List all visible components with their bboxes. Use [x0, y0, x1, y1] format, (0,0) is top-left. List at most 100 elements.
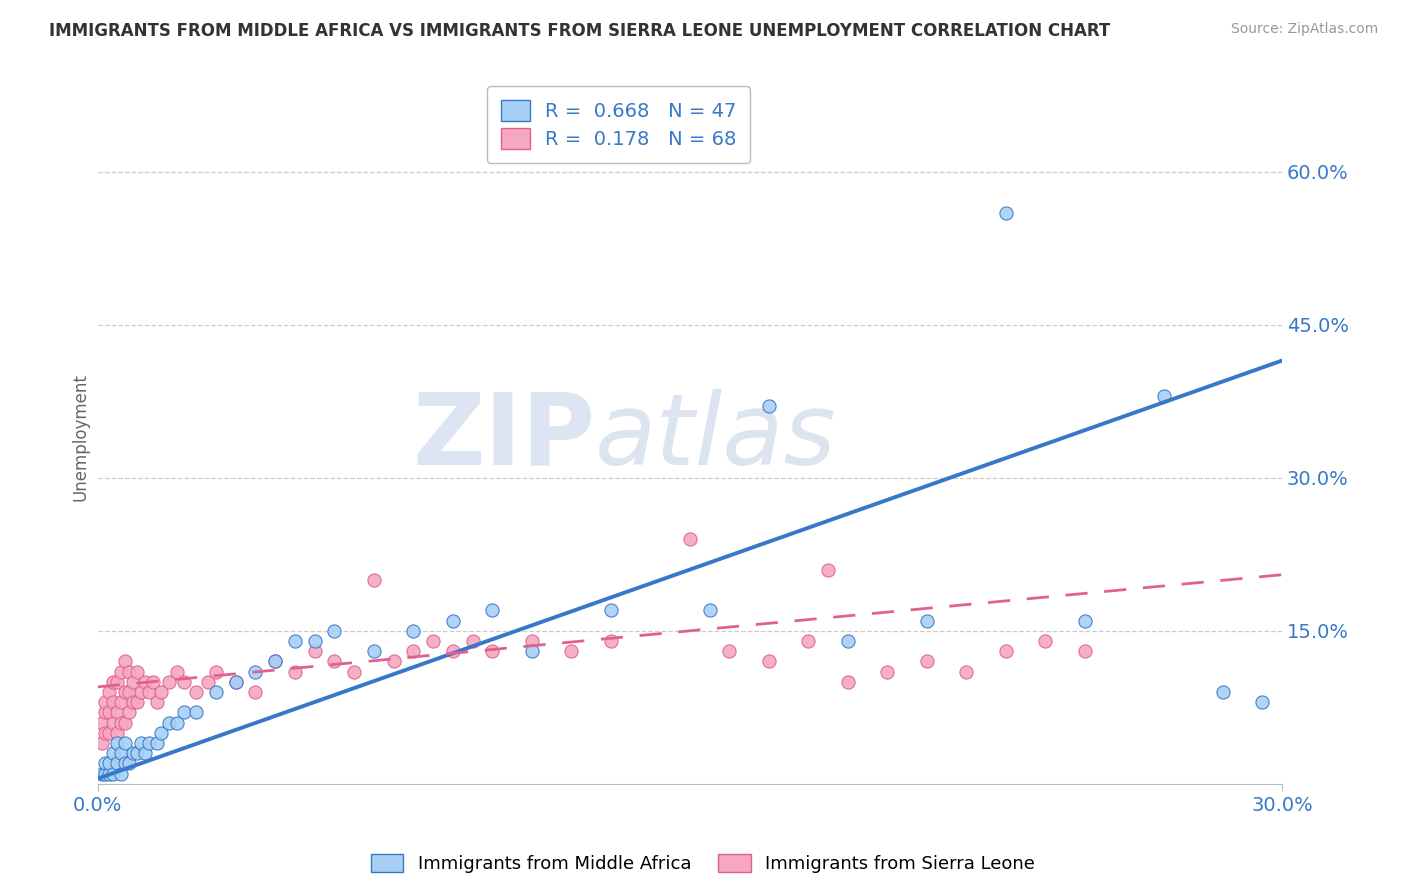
Point — [129, 736, 152, 750]
Point — [138, 685, 160, 699]
Point — [402, 644, 425, 658]
Point — [114, 715, 136, 730]
Point — [103, 766, 125, 780]
Point — [114, 685, 136, 699]
Point — [363, 573, 385, 587]
Point — [103, 715, 125, 730]
Point — [422, 634, 444, 648]
Point — [118, 706, 141, 720]
Y-axis label: Unemployment: Unemployment — [72, 373, 89, 501]
Point — [90, 736, 112, 750]
Point — [284, 665, 307, 679]
Point — [915, 614, 938, 628]
Point — [103, 746, 125, 760]
Point — [138, 736, 160, 750]
Point — [103, 674, 125, 689]
Point — [105, 674, 128, 689]
Point — [560, 644, 582, 658]
Point — [105, 736, 128, 750]
Point — [110, 695, 132, 709]
Point — [343, 665, 366, 679]
Point — [817, 563, 839, 577]
Point — [197, 674, 219, 689]
Point — [110, 746, 132, 760]
Point — [461, 634, 484, 648]
Point — [679, 532, 702, 546]
Point — [758, 654, 780, 668]
Text: IMMIGRANTS FROM MIDDLE AFRICA VS IMMIGRANTS FROM SIERRA LEONE UNEMPLOYMENT CORRE: IMMIGRANTS FROM MIDDLE AFRICA VS IMMIGRA… — [49, 22, 1111, 40]
Point — [134, 674, 156, 689]
Point — [441, 644, 464, 658]
Point — [304, 644, 326, 658]
Point — [110, 766, 132, 780]
Point — [1251, 695, 1274, 709]
Point — [1073, 644, 1095, 658]
Point — [481, 644, 503, 658]
Point — [90, 715, 112, 730]
Point — [225, 674, 247, 689]
Point — [129, 685, 152, 699]
Point — [323, 654, 346, 668]
Point — [173, 706, 195, 720]
Point — [122, 674, 145, 689]
Point — [105, 725, 128, 739]
Point — [98, 766, 121, 780]
Point — [90, 766, 112, 780]
Legend: R =  0.668   N = 47, R =  0.178   N = 68: R = 0.668 N = 47, R = 0.178 N = 68 — [486, 87, 751, 162]
Point — [110, 715, 132, 730]
Point — [114, 736, 136, 750]
Point — [520, 634, 543, 648]
Point — [146, 695, 169, 709]
Point — [157, 674, 180, 689]
Point — [304, 634, 326, 648]
Text: ZIP: ZIP — [412, 389, 595, 485]
Point — [110, 665, 132, 679]
Point — [718, 644, 741, 658]
Point — [599, 634, 621, 648]
Point — [264, 654, 287, 668]
Point — [149, 725, 172, 739]
Point — [98, 756, 121, 771]
Point — [797, 634, 820, 648]
Point — [363, 644, 385, 658]
Point — [114, 756, 136, 771]
Point — [149, 685, 172, 699]
Point — [915, 654, 938, 668]
Point — [1073, 614, 1095, 628]
Point — [118, 665, 141, 679]
Point — [186, 685, 208, 699]
Point — [142, 674, 165, 689]
Point — [994, 205, 1017, 219]
Point — [94, 725, 117, 739]
Point — [118, 756, 141, 771]
Point — [264, 654, 287, 668]
Point — [225, 674, 247, 689]
Point — [125, 746, 148, 760]
Point — [994, 644, 1017, 658]
Point — [118, 685, 141, 699]
Legend: Immigrants from Middle Africa, Immigrants from Sierra Leone: Immigrants from Middle Africa, Immigrant… — [366, 848, 1040, 879]
Point — [245, 685, 267, 699]
Point — [955, 665, 977, 679]
Point — [105, 706, 128, 720]
Point — [98, 685, 121, 699]
Point — [382, 654, 405, 668]
Point — [758, 400, 780, 414]
Point — [125, 665, 148, 679]
Point — [323, 624, 346, 638]
Point — [599, 603, 621, 617]
Point — [125, 695, 148, 709]
Point — [166, 665, 188, 679]
Point — [146, 736, 169, 750]
Point — [105, 756, 128, 771]
Point — [876, 665, 898, 679]
Point — [134, 746, 156, 760]
Text: Source: ZipAtlas.com: Source: ZipAtlas.com — [1230, 22, 1378, 37]
Point — [94, 766, 117, 780]
Point — [94, 695, 117, 709]
Point — [114, 654, 136, 668]
Point — [94, 706, 117, 720]
Point — [481, 603, 503, 617]
Point — [157, 715, 180, 730]
Point — [103, 695, 125, 709]
